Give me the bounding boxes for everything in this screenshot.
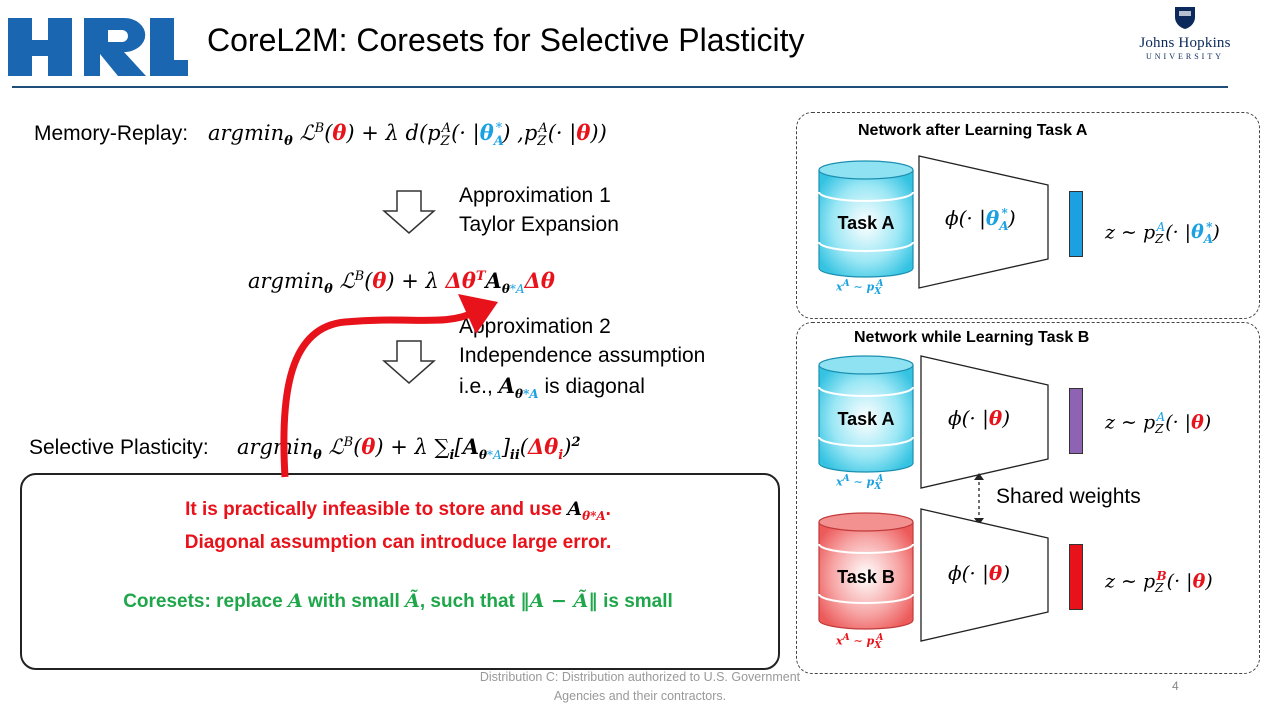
selective-plasticity-label: Selective Plasticity: xyxy=(29,436,209,459)
jhu-university: UNIVERSITY xyxy=(1146,52,1224,61)
page-number: 4 xyxy=(1172,679,1179,693)
encoder-trapezoid xyxy=(920,355,1050,494)
encoder-label: ϕ(· |θ) xyxy=(948,406,1011,430)
down-arrow-icon xyxy=(382,340,436,389)
shield-icon xyxy=(1175,7,1195,29)
callout-line3-d: is small xyxy=(603,591,673,612)
selective-equation: argminθ ℒB(θ) + λ ∑i[Aθ*A]ii(Δθi)2 xyxy=(237,434,581,464)
double-arrow-icon xyxy=(972,472,986,531)
shared-weights-label: Shared weights xyxy=(996,485,1141,508)
jhu-logo: Johns Hopkins UNIVERSITY xyxy=(1125,6,1245,66)
hrl-logo xyxy=(8,10,188,78)
encoder-trapezoid xyxy=(920,508,1050,647)
latent-dist-a: z ∼ pZA(· |θA*) xyxy=(1105,220,1220,247)
sample-label: xA ∼ pXA xyxy=(836,473,884,492)
approx2-line3: i.e., Aθ*A is diagonal xyxy=(459,373,645,402)
down-arrow-icon xyxy=(382,190,436,239)
panel-task-a xyxy=(796,112,1260,319)
sample-label: xA ∼ pXA xyxy=(836,278,884,297)
panel-a-title: Network after Learning Task A xyxy=(858,122,1088,139)
callout-line2: Diagonal assumption can introduce large … xyxy=(184,532,612,553)
memory-replay-equation: argminθ ℒB(θ) + λ d(pZA(· |θA*) ,pZA(· |… xyxy=(208,120,607,150)
approx2-line1: Approximation 2 xyxy=(459,315,611,338)
db-label-task-b: Task B xyxy=(837,567,895,587)
sample-label: xA ∼ pXA xyxy=(836,632,884,651)
database-icon xyxy=(818,355,914,478)
latent-vector-bar xyxy=(1069,544,1083,610)
taylor-equation: argminθ ℒB(θ) + λ ΔθTAθ*AΔθ xyxy=(248,268,555,298)
database-icon xyxy=(818,160,914,283)
memory-replay-label: Memory-Replay: xyxy=(34,122,189,145)
callout-box xyxy=(20,473,780,670)
curved-arrow-icon xyxy=(270,282,530,487)
db-label-task-a-b: Task A xyxy=(837,409,895,429)
distribution-line1: Distribution C: Distribution authorized … xyxy=(479,670,801,684)
approx1-line1: Approximation 1 xyxy=(459,184,611,207)
latent-vector-bar xyxy=(1069,191,1083,257)
callout-line3-b: with small xyxy=(307,591,400,612)
header-rule xyxy=(12,86,1228,88)
callout-line1-text: It is practically infeasible to store an… xyxy=(185,499,563,520)
latent-vector-bar xyxy=(1069,388,1083,454)
jhu-name: Johns Hopkins xyxy=(1139,35,1231,51)
approx2-prefix: i.e., xyxy=(459,375,493,398)
panel-b-title: Network while Learning Task B xyxy=(854,329,1090,346)
callout-line1: It is practically infeasible to store an… xyxy=(185,498,611,523)
db-label-task-a: Task A xyxy=(837,213,895,233)
callout-line3-c: such that xyxy=(430,591,515,612)
approx2-line2: Independence assumption xyxy=(459,344,706,367)
latent-dist-b-new: z ∼ pZB(· |θ) xyxy=(1105,569,1213,596)
callout-line3: Coresets: replace A with small Ã, such t… xyxy=(123,590,673,612)
approx2-suffix: is diagonal xyxy=(544,375,645,398)
panel-task-b xyxy=(796,322,1260,674)
slide-title: CoreL2M: Coresets for Selective Plastici… xyxy=(207,22,805,58)
database-icon xyxy=(818,512,914,635)
latent-dist-b-old: z ∼ pZA(· |θ) xyxy=(1105,410,1212,437)
encoder-label: ϕ(· |θA*) xyxy=(945,206,1016,233)
encoder-trapezoid xyxy=(918,155,1050,294)
encoder-label: ϕ(· |θ) xyxy=(948,561,1011,585)
approx1-line2: Taylor Expansion xyxy=(459,213,619,236)
distribution-line2: Agencies and their contractors. xyxy=(553,689,727,703)
callout-line3-a: Coresets: replace xyxy=(123,591,283,612)
